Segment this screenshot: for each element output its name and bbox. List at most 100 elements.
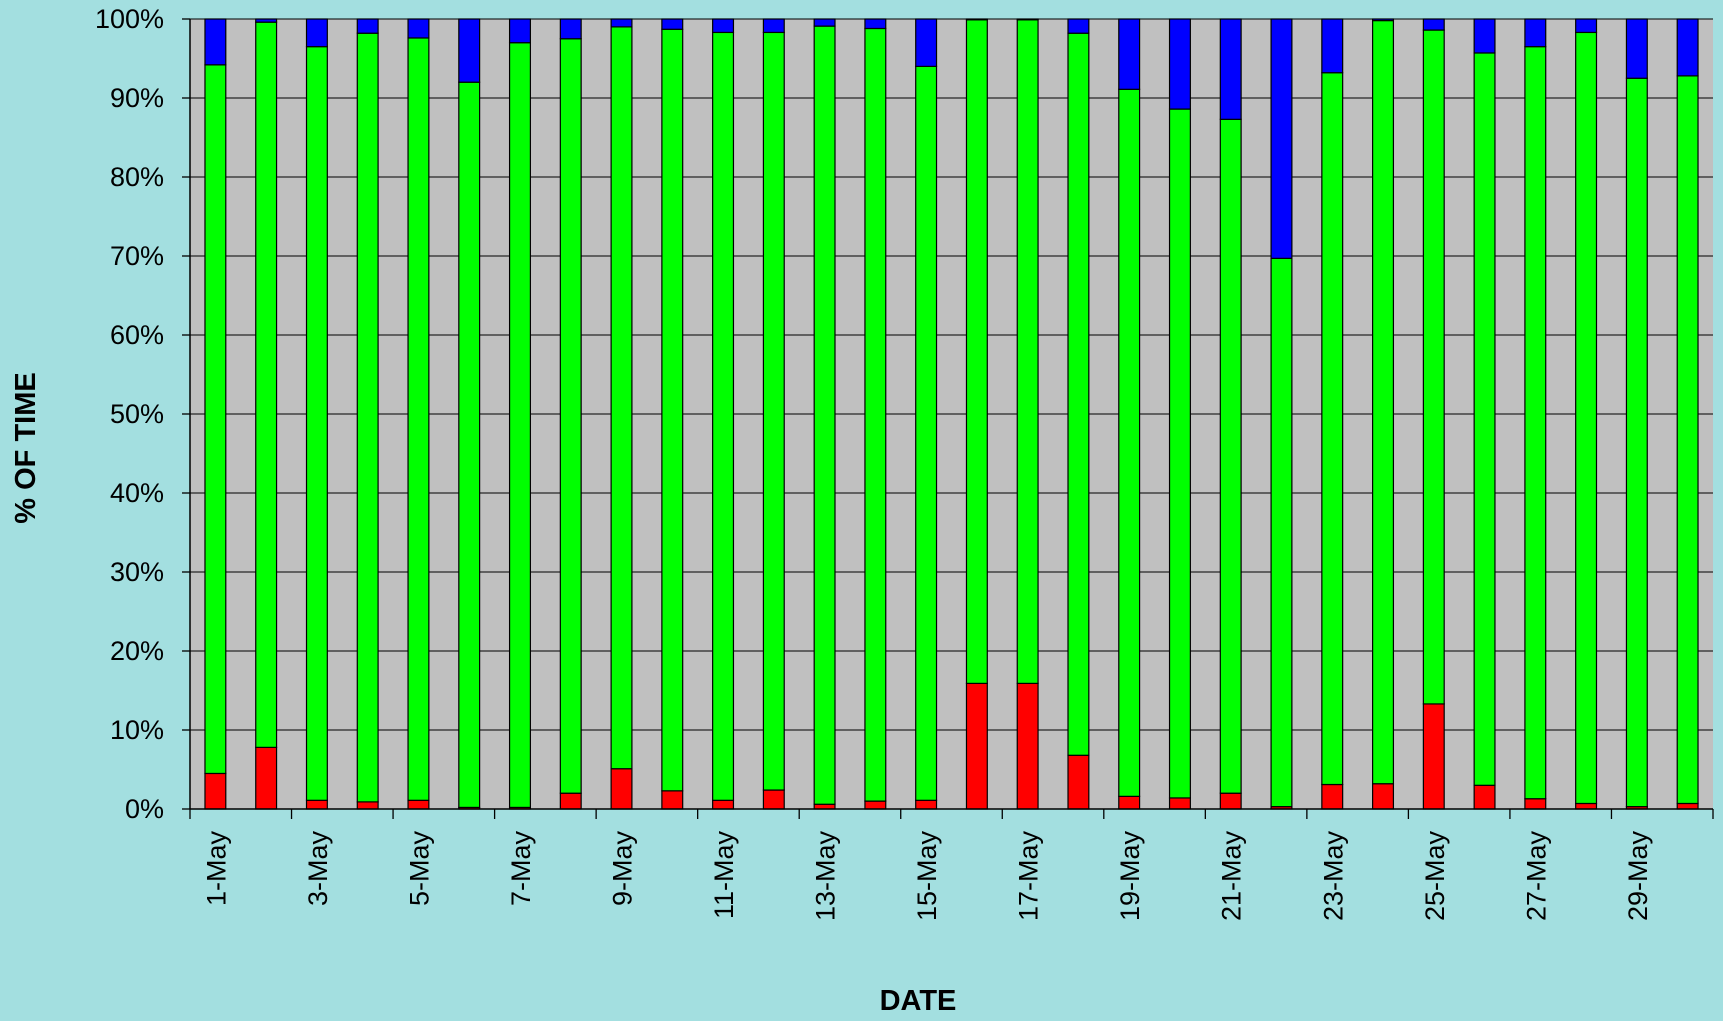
bar-segment-1: [559, 792, 582, 810]
x-tick-label: 23-May: [1318, 831, 1348, 922]
bar-segment-2: [1625, 77, 1648, 808]
bar-segment-3: [255, 18, 278, 23]
bar-segment-3: [1372, 18, 1395, 22]
bar-segment-1: [1168, 797, 1191, 810]
x-tick-label: 15-May: [912, 831, 942, 922]
bar-segment-2: [610, 26, 633, 770]
bar-segment-2: [1676, 75, 1699, 805]
y-tick-labels: 0% 10% 20% 30% 40% 50% 60% 70% 80% 90% 100%: [95, 4, 164, 824]
bar-segment-2: [762, 31, 785, 791]
bar-segment-3: [1625, 18, 1648, 79]
bar-segment-1: [1219, 792, 1242, 810]
y-tick-label: 60%: [110, 320, 164, 350]
bar-segment-1: [864, 800, 887, 810]
bar-segment-2: [1473, 52, 1496, 786]
bar-segment-2: [1321, 72, 1344, 786]
bar-segment-2: [1016, 19, 1039, 684]
x-tick-label: 27-May: [1521, 831, 1551, 922]
bar-segment-3: [762, 18, 785, 34]
bar-segment-2: [1118, 88, 1141, 797]
bar-segment-2: [661, 28, 684, 792]
bar-segment-2: [1372, 19, 1395, 785]
bar-segment-1: [1422, 703, 1445, 810]
bar-segment-2: [255, 21, 278, 748]
bar-segment-3: [1524, 18, 1547, 48]
y-axis-title: % OF TIME: [10, 372, 42, 523]
bar-segment-3: [1270, 18, 1293, 259]
bar-segment-3: [1575, 18, 1598, 34]
gridlines: [190, 18, 1713, 731]
bar-segment-2: [965, 19, 988, 684]
bar-segment-1: [661, 790, 684, 810]
y-tick-label: 50%: [110, 399, 164, 429]
bar-segment-2: [305, 46, 328, 801]
y-tick-label: 70%: [110, 241, 164, 271]
x-tick-label: 3-May: [303, 831, 333, 907]
y-tick-label: 10%: [110, 715, 164, 745]
bar-segment-2: [1422, 29, 1445, 705]
bar-segment-1: [1372, 783, 1395, 810]
x-tick-label: 13-May: [811, 831, 841, 922]
y-tick-label: 20%: [110, 636, 164, 666]
bar-segment-3: [407, 18, 430, 39]
x-tick-label: 5-May: [404, 831, 434, 907]
bar-segment-2: [1168, 108, 1191, 799]
bar-segment-3: [1473, 18, 1496, 54]
x-tick-label: 21-May: [1217, 831, 1247, 922]
bar-segment-1: [610, 768, 633, 810]
bar-segment-3: [305, 18, 328, 48]
bar-segment-2: [1524, 46, 1547, 800]
bar-segment-1: [1067, 754, 1090, 810]
bar-segment-3: [864, 18, 887, 30]
x-tick-label: 7-May: [506, 831, 536, 907]
bar-segment-2: [458, 81, 481, 809]
bar-segment-1: [762, 789, 785, 810]
bar-segment-1: [1524, 798, 1547, 810]
x-axis-title: DATE: [880, 985, 957, 1017]
bar-segment-1: [407, 799, 430, 810]
bar-segment-1: [965, 682, 988, 810]
bar-segment-2: [813, 25, 836, 805]
bar-segment-1: [712, 799, 735, 810]
bar-segment-2: [204, 64, 227, 775]
x-tick-label: 11-May: [709, 831, 739, 920]
x-tick-label: 25-May: [1420, 831, 1450, 922]
x-tick-label: 29-May: [1623, 831, 1653, 922]
bar-segment-3: [610, 18, 633, 28]
y-tick-label: 80%: [110, 162, 164, 192]
y-tick-label: 30%: [110, 557, 164, 587]
bar-segment-3: [1016, 18, 1039, 21]
bar-segment-3: [204, 18, 227, 66]
bar-segment-1: [1676, 802, 1699, 810]
y-tick-label: 40%: [110, 478, 164, 508]
bar-segment-3: [712, 18, 735, 34]
bar-segment-2: [1219, 118, 1242, 794]
bar-segment-2: [1067, 32, 1090, 756]
bar-segment-1: [255, 746, 278, 810]
bar-segment-3: [1067, 18, 1090, 34]
x-tick-label: 9-May: [608, 831, 638, 907]
bar-segment-1: [1016, 682, 1039, 810]
y-tick-label: 0%: [125, 794, 164, 824]
bar-segment-3: [1422, 18, 1445, 31]
bar-segment-3: [1219, 18, 1242, 120]
bar-segment-1: [1118, 795, 1141, 810]
bar-segment-3: [1676, 18, 1699, 77]
bar-segment-1: [1473, 784, 1496, 810]
bar-segment-3: [458, 18, 481, 83]
bar-segment-1: [915, 799, 938, 810]
bar-segment-3: [1168, 18, 1191, 110]
bar-segment-2: [864, 27, 887, 802]
bar-segment-2: [915, 65, 938, 801]
y-tick-label: 90%: [110, 83, 164, 113]
bar-segment-3: [1118, 18, 1141, 90]
bar-segment-3: [508, 18, 531, 44]
bar-segment-3: [965, 18, 988, 21]
y-tick-label: 100%: [95, 4, 164, 34]
bar-segment-2: [1575, 31, 1598, 805]
bar-segment-1: [1321, 783, 1344, 810]
x-tick-label: 19-May: [1115, 831, 1145, 922]
bar-segment-3: [1321, 18, 1344, 74]
bar-segment-3: [915, 18, 938, 68]
